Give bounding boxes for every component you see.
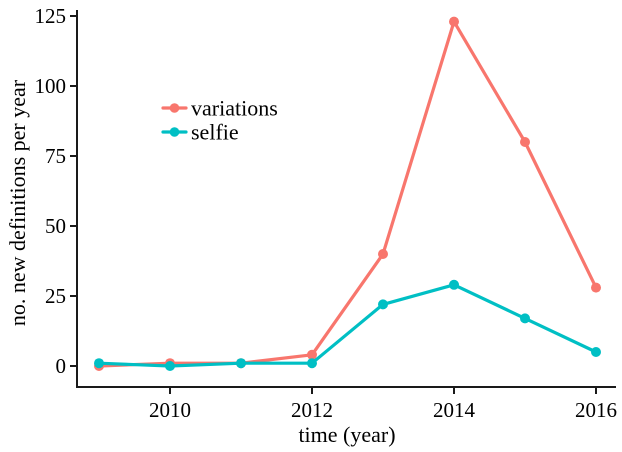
legend-label-selfie: selfie xyxy=(191,120,239,145)
x-tick-label: 2016 xyxy=(575,398,617,422)
data-point-selfie xyxy=(307,358,317,369)
x-tick-label: 2012 xyxy=(291,398,333,422)
data-point-selfie xyxy=(94,358,104,369)
data-point-selfie xyxy=(165,361,175,371)
x-tick-label: 2014 xyxy=(433,398,476,422)
data-point-variations xyxy=(520,137,530,147)
data-point-variations xyxy=(591,282,601,293)
x-axis-title: time (year) xyxy=(298,422,395,447)
data-point-variations xyxy=(307,349,317,360)
legend-key-point-variations xyxy=(169,103,180,113)
y-tick-label: 75 xyxy=(45,144,66,168)
series-line-selfie xyxy=(97,283,598,368)
y-tick-label: 50 xyxy=(45,214,66,238)
data-point-selfie xyxy=(236,358,246,369)
y-tick-label: 25 xyxy=(45,284,66,308)
series-line-variations xyxy=(97,20,598,368)
y-axis-title: no. new definitions per year xyxy=(5,79,30,326)
data-point-selfie xyxy=(591,347,601,357)
data-point-selfie xyxy=(520,313,530,324)
legend-item-selfie: selfie xyxy=(161,120,239,145)
x-axis-ticks: 2010 2012 2014 2016 xyxy=(149,387,617,422)
series-layer xyxy=(94,16,601,371)
data-point-selfie xyxy=(449,279,459,290)
legend-key-point-selfie xyxy=(169,127,180,137)
legend-item-variations: variations xyxy=(161,96,278,121)
x-tick-label: 2010 xyxy=(149,398,191,422)
data-point-variations xyxy=(378,249,388,259)
y-axis-ticks: 0 25 50 75 100 125 xyxy=(35,4,77,378)
y-tick-label: 125 xyxy=(35,4,67,28)
legend: variations selfie xyxy=(161,96,278,145)
data-point-variations xyxy=(449,16,459,27)
legend-label-variations: variations xyxy=(191,96,278,121)
y-tick-label: 100 xyxy=(35,74,67,98)
data-point-selfie xyxy=(378,299,388,310)
y-tick-label: 0 xyxy=(56,354,67,378)
